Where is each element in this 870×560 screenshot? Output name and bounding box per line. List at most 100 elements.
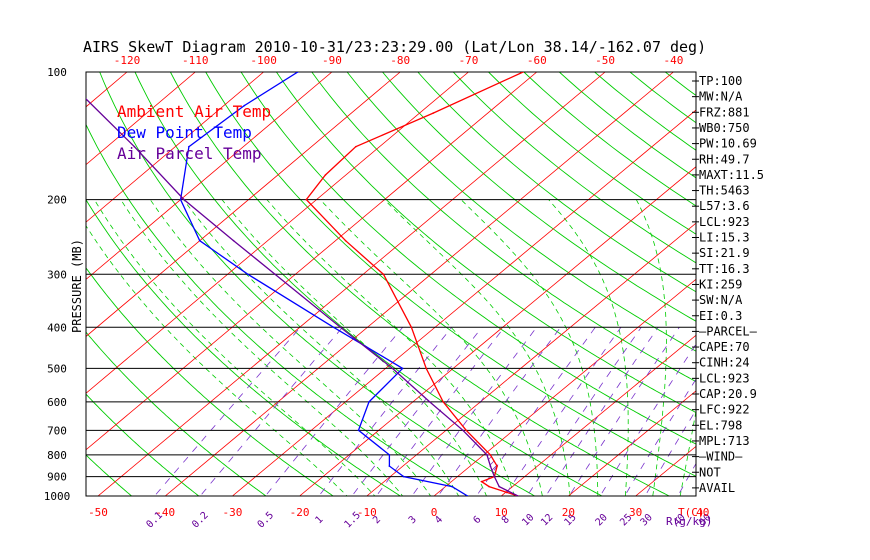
index-label-2: FRZ:881 (699, 105, 750, 119)
series-2-point-10 (232, 239, 235, 242)
dry-adiabat-18 (523, 72, 696, 207)
temp-tick-top--110: -110 (182, 54, 209, 67)
mixing-ratio-label-1: 0.2 (190, 510, 211, 531)
mixing-ratio-label-8: 6 (472, 514, 484, 526)
series-1-point-4 (388, 454, 391, 456)
dry-adiabat-5 (86, 123, 469, 496)
dry-adiabat-8 (169, 72, 671, 496)
series-0-point-16 (522, 72, 524, 73)
pressure-tick-800: 800 (47, 449, 67, 462)
moist-adiabat-30 (548, 199, 629, 496)
index-label-13: KI:259 (699, 277, 742, 291)
series-2-point-8 (339, 326, 342, 329)
dry-adiabat-0 (86, 454, 133, 496)
isotherm--100 (86, 72, 264, 223)
series-0-point-13 (324, 174, 327, 176)
series-1-point-9 (247, 273, 249, 276)
pressure-tick-500: 500 (47, 362, 67, 375)
series-0-point-12 (305, 198, 308, 201)
mixing-ratio-line-9 (504, 327, 622, 496)
temp-tick-bottom--30: -30 (222, 506, 242, 519)
series-0-point-14 (355, 145, 357, 148)
moist-adiabat-22 (384, 199, 571, 496)
index-label-19: LCL:923 (699, 371, 750, 385)
isotherm--50 (97, 72, 606, 496)
series-1-point-11 (179, 198, 182, 201)
series-0-point-1 (488, 485, 490, 488)
legend-dewpoint: Dew Point Temp (117, 123, 252, 142)
index-label-8: L57:3.6 (699, 199, 750, 213)
mixing-ratio-line-2 (264, 327, 404, 496)
series-0-point-6 (465, 429, 468, 432)
moist-adiabat--6 (94, 199, 376, 496)
pressure-tick-900: 900 (47, 471, 67, 484)
mixing-ratio-line-1 (199, 327, 343, 496)
dry-adiabat-10 (240, 72, 696, 445)
series-0-point-15 (432, 112, 435, 114)
index-label-11: SI:21.9 (699, 246, 750, 260)
mixing-ratio-line-10 (526, 327, 642, 496)
mixing-ratio-label-10: 10 (520, 512, 536, 528)
index-label-6: MAXT:11.5 (699, 168, 764, 182)
moist-adiabat--10 (86, 225, 348, 496)
temp-tick-top--100: -100 (250, 54, 277, 67)
series-1-point-7 (401, 367, 404, 370)
index-label-24: —WIND— (699, 450, 743, 464)
series-0-point-2 (480, 480, 483, 483)
series-0-point-5 (489, 454, 492, 456)
chart-title: AIRS SkewT Diagram 2010-10-31/23:23:29.0… (83, 38, 706, 56)
index-label-26: AVAIL (699, 481, 735, 495)
index-label-0: TP:100 (699, 74, 742, 88)
temp-tick-bottom--40: -40 (155, 506, 175, 519)
index-label-23: MPL:713 (699, 434, 750, 448)
dry-adiabat-26 (793, 63, 870, 505)
dry-adiabat-11 (275, 72, 696, 414)
dry-adiabat-27 (828, 63, 870, 505)
series-1-point-13 (243, 104, 246, 107)
series-1-point-3 (388, 465, 391, 467)
index-label-9: LCL:923 (699, 215, 750, 229)
series-2-point-4 (486, 454, 488, 456)
temp-tick-bottom-40: 40 (696, 506, 709, 519)
series-1-point-6 (368, 401, 370, 403)
mixing-ratio-line-5 (375, 327, 505, 496)
mixing-ratio-label-3: 1 (313, 514, 325, 526)
moist-adiabat-14 (266, 199, 515, 496)
isotherm-0 (433, 278, 696, 496)
temp-tick-top--120: -120 (114, 54, 141, 67)
legend: Ambient Air Temp Dew Point Temp Air Parc… (117, 102, 271, 163)
index-label-10: LI:15.3 (699, 231, 750, 245)
moist-adiabat-18 (320, 199, 543, 496)
mixing-ratio-line-0 (154, 327, 301, 496)
temp-tick-top--50: -50 (595, 54, 615, 67)
isotherm--110 (86, 72, 196, 166)
isotherm-60 (837, 72, 870, 496)
series-1-point-1 (451, 485, 453, 488)
temp-tick-bottom-10: 10 (495, 506, 508, 519)
series-1-point-8 (332, 326, 335, 329)
index-label-20: CAP:20.9 (699, 387, 757, 401)
index-label-21: LFC:922 (699, 403, 750, 417)
series-2-point-3 (489, 465, 492, 467)
isotherm--10 (366, 222, 696, 496)
dry-adiabat-2 (86, 331, 267, 496)
isotherm--60 (86, 72, 538, 451)
pressure-tick-400: 400 (47, 321, 67, 334)
index-label-4: PW:10.69 (699, 137, 757, 151)
pressure-tick-700: 700 (47, 424, 67, 437)
index-label-5: RH:49.7 (699, 152, 750, 166)
series-2-point-12 (133, 145, 136, 148)
y-axis-label: PRESSURE (MB) (70, 239, 84, 333)
index-label-14: SW:N/A (699, 293, 743, 307)
dry-adiabat-25 (758, 63, 870, 505)
index-label-25: NOT (699, 465, 721, 479)
index-label-16: —PARCEL— (699, 324, 758, 338)
dry-adiabat-14 (381, 72, 696, 322)
temp-tick-top--70: -70 (459, 54, 479, 67)
mixing-ratio-line-4 (351, 327, 483, 496)
series-0-point-11 (344, 239, 347, 242)
series-1-point-10 (198, 239, 201, 242)
pressure-tick-600: 600 (47, 396, 67, 409)
